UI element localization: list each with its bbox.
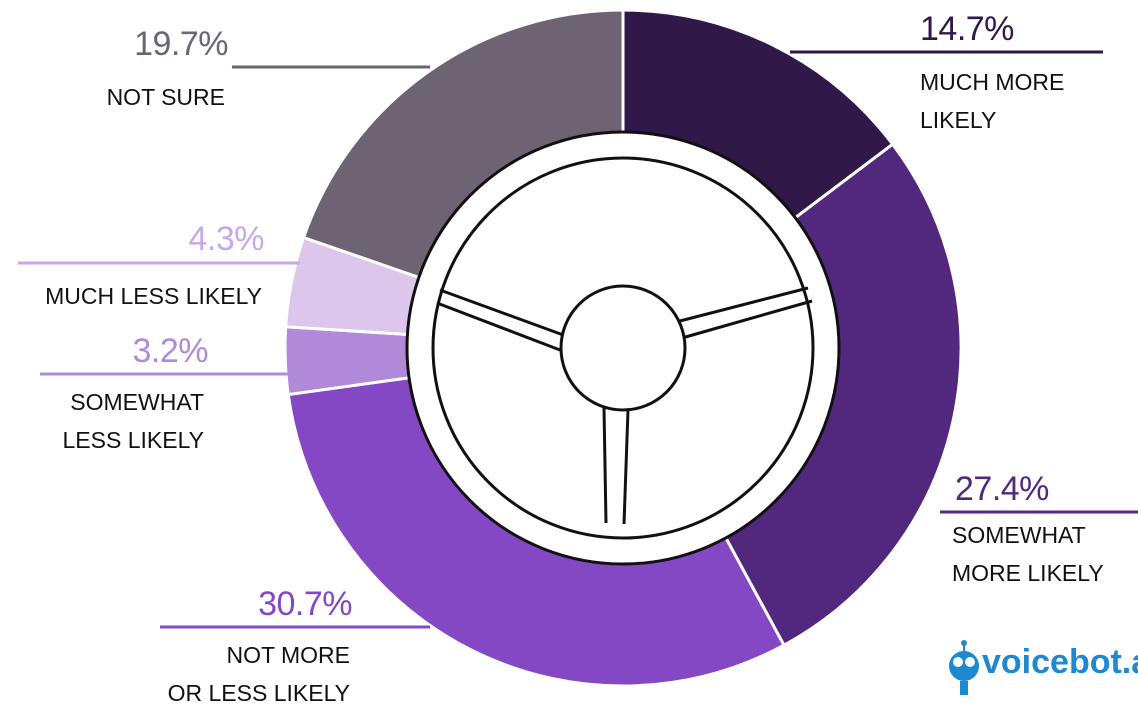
wheel-hub: [559, 284, 687, 412]
category-label: SOMEWHAT LESS LIKELY: [62, 389, 205, 453]
logo-icon: [949, 640, 979, 695]
value-label: 14.7%: [920, 10, 1014, 48]
steering-wheel: [405, 130, 841, 566]
category-label: SOMEWHAT MORE LIKELY: [952, 522, 1104, 586]
category-label: MUCH LESS LIKELY: [45, 283, 262, 309]
logo-text: voicebot.ai: [982, 643, 1138, 681]
spoke-bottom: [602, 407, 630, 525]
category-label: NOT SURE: [106, 84, 225, 110]
category-label: NOT MORE OR LESS LIKELY: [167, 642, 350, 706]
value-label: 4.3%: [188, 220, 265, 258]
wheel-inner: [431, 156, 815, 540]
value-label: 27.4%: [955, 470, 1049, 508]
value-label: 3.2%: [132, 332, 209, 370]
spoke-right: [675, 286, 813, 340]
value-label: 19.7%: [134, 25, 228, 63]
value-label: 30.7%: [258, 585, 352, 623]
category-label: MUCH MORE LIKELY: [920, 69, 1065, 133]
spoke-left: [436, 288, 567, 352]
